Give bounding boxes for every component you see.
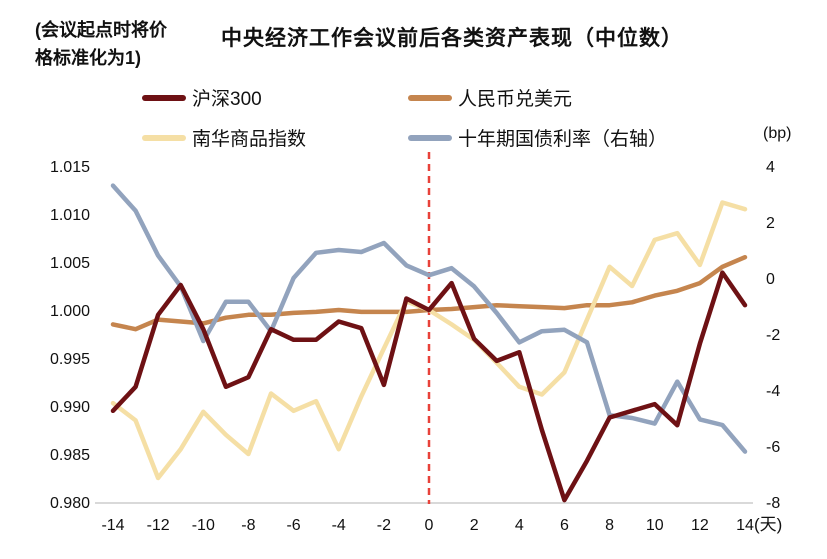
x-axis-tick--14: -14 xyxy=(101,517,124,534)
right-axis-tick-2: 2 xyxy=(766,215,775,232)
x-axis-tick--2: -2 xyxy=(377,517,391,534)
series-line-csi300 xyxy=(110,270,748,503)
right-axis-tick--8: -8 xyxy=(766,495,780,512)
x-axis-tick-2: 2 xyxy=(470,517,479,534)
legend-item-csi300: 沪深300 xyxy=(142,84,262,111)
x-axis-tick-0: 0 xyxy=(425,517,434,534)
legend-label-10y-bond-yield: 十年期国债利率（右轴） xyxy=(458,129,668,150)
x-axis-tick-10: 10 xyxy=(646,517,664,534)
x-axis-tick-12: 12 xyxy=(691,517,709,534)
x-axis-tick--12: -12 xyxy=(147,517,170,534)
chart-title: 中央经济工作会议前后各类资产表现（中位数） xyxy=(221,27,683,50)
x-axis-tick-8: 8 xyxy=(605,517,614,534)
axis-note-line2: 格标准化为1) xyxy=(35,48,142,68)
legend-swatch-10y-bond-yield xyxy=(408,134,452,141)
right-axis-tick--4: -4 xyxy=(766,383,780,400)
legend-swatch-cny-usd xyxy=(408,94,452,101)
left-axis-tick-1.000: 1.000 xyxy=(50,303,90,320)
left-axis-tick-0.985: 0.985 xyxy=(50,447,90,464)
left-axis-tick-1.005: 1.005 xyxy=(50,255,90,272)
x-axis-tick--10: -10 xyxy=(192,517,215,534)
legend-swatch-nanhua-commodity xyxy=(142,134,186,141)
left-axis-tick-0.990: 0.990 xyxy=(50,399,90,416)
right-axis-unit-label: (bp) xyxy=(763,125,791,142)
left-axis-tick-1.010: 1.010 xyxy=(50,207,90,224)
left-axis-tick-1.015: 1.015 xyxy=(50,159,90,176)
x-axis-tick--6: -6 xyxy=(286,517,300,534)
axis-note: (会议起点时将价 格标准化为1) xyxy=(35,16,167,72)
right-axis-tick--6: -6 xyxy=(766,439,780,456)
legend-item-nanhua-commodity: 南华商品指数 xyxy=(142,124,306,151)
legend-label-nanhua-commodity: 南华商品指数 xyxy=(192,129,307,150)
legend-item-cny-usd: 人民币兑美元 xyxy=(408,84,572,111)
axis-note-line1: (会议起点时将价 xyxy=(35,20,167,40)
series-line-10y-bond-yield xyxy=(110,183,748,454)
legend-swatch-csi300 xyxy=(142,94,186,101)
right-axis-tick-0: 0 xyxy=(766,271,775,288)
legend-label-cny-usd: 人民币兑美元 xyxy=(458,89,573,110)
x-axis-tick--8: -8 xyxy=(241,517,255,534)
legend-item-10y-bond-yield: 十年期国债利率（右轴） xyxy=(408,124,667,151)
right-axis-tick-4: 4 xyxy=(766,159,775,176)
legend-label-csi300: 沪深300 xyxy=(192,89,262,110)
x-axis-tick-14: 14 xyxy=(736,517,754,534)
x-axis-tick-4: 4 xyxy=(515,517,524,534)
right-axis-tick--2: -2 xyxy=(766,327,780,344)
x-axis-tick--4: -4 xyxy=(332,517,346,534)
x-axis-tick-6: 6 xyxy=(560,517,569,534)
series-line-cny-usd xyxy=(110,254,748,332)
x-axis-unit-label: (天) xyxy=(754,515,782,534)
left-axis-tick-0.980: 0.980 xyxy=(50,495,90,512)
left-axis-tick-0.995: 0.995 xyxy=(50,351,90,368)
